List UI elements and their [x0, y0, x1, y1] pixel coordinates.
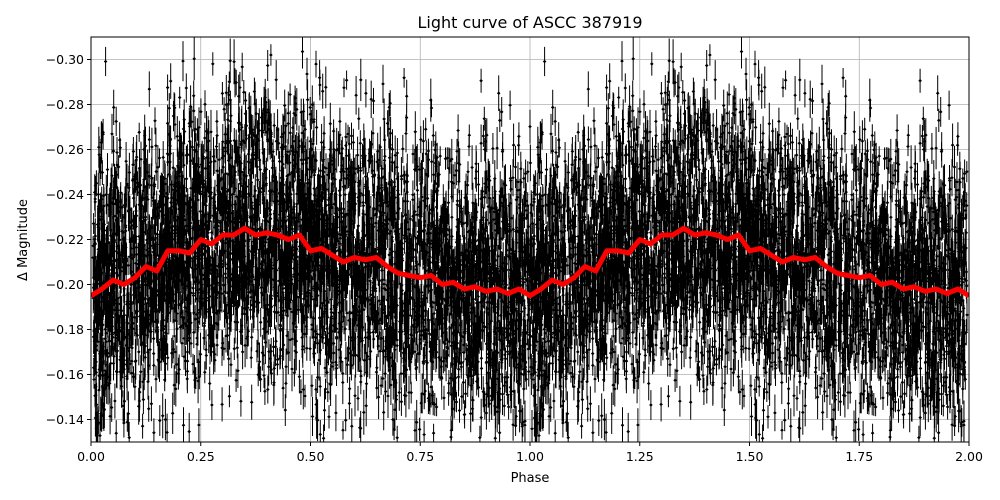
y-tick-label: −0.22	[46, 232, 84, 247]
x-tick-label: 1.75	[845, 449, 873, 464]
data-points	[91, 49, 969, 441]
x-tick-label: 0.50	[297, 449, 325, 464]
observations	[91, 37, 969, 442]
x-tick-label: 0.75	[406, 449, 434, 464]
y-tick-label: −0.28	[46, 97, 84, 112]
y-tick-label: −0.14	[46, 412, 84, 427]
y-tick-label: −0.20	[46, 277, 84, 292]
y-tick-label: −0.26	[46, 142, 84, 157]
x-ticks: 0.00 0.25 0.50 0.75 1.00 1.25 1.50 1.75 2.00	[77, 442, 983, 464]
x-axis-label: Phase	[511, 471, 550, 486]
x-tick-label: 0.00	[77, 449, 105, 464]
chart-title: Light curve of ASCC 387919	[417, 13, 642, 32]
x-tick-label: 2.00	[955, 449, 983, 464]
y-ticks: −0.30 −0.28 −0.26 −0.24 −0.22 −0.20 −0.18 −0.16…	[46, 52, 91, 427]
binned-curve-line	[91, 225, 969, 299]
x-tick-label: 1.00	[516, 449, 544, 464]
y-axis-label: Δ Magnitude	[16, 199, 31, 281]
x-tick-label: 1.50	[736, 449, 764, 464]
y-tick-label: −0.18	[46, 322, 84, 337]
y-tick-label: −0.16	[46, 367, 84, 382]
x-tick-label: 1.25	[626, 449, 654, 464]
y-tick-label: −0.24	[46, 187, 84, 202]
y-tick-label: −0.30	[46, 52, 84, 67]
binned-curve	[91, 225, 969, 299]
x-tick-label: 0.25	[187, 449, 215, 464]
